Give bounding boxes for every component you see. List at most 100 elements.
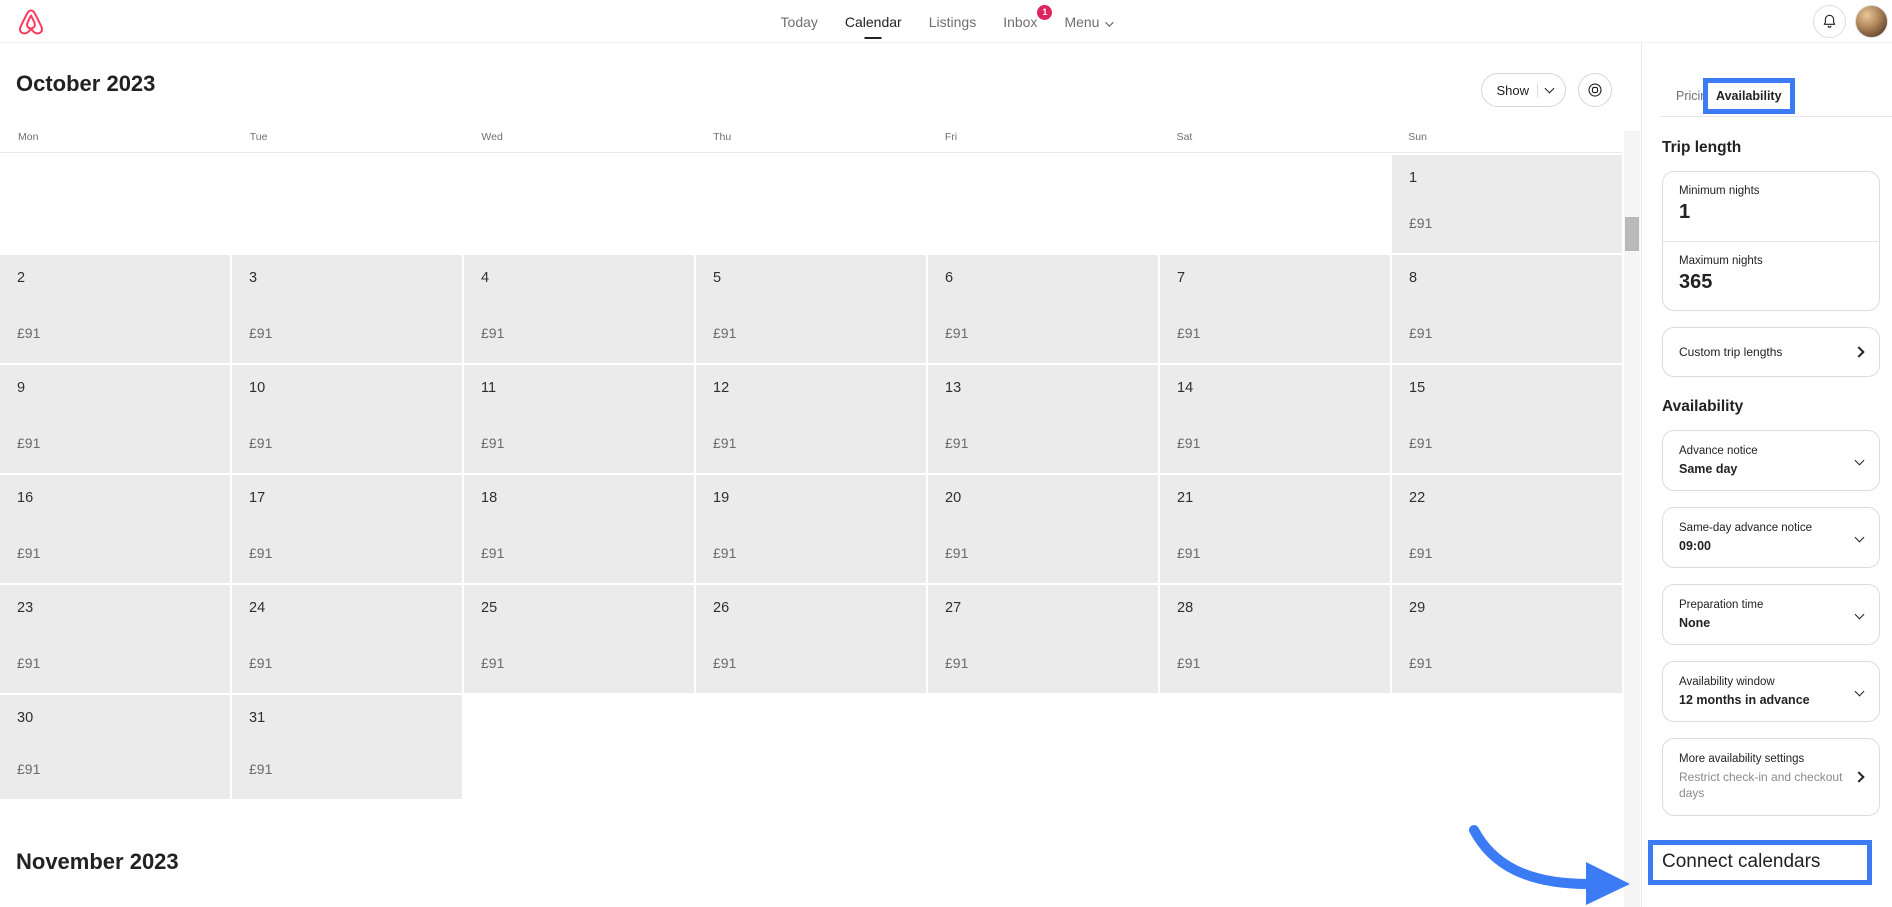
calendar-day-cell[interactable]: 17 £91 [232, 475, 462, 583]
weekday-label: Fri [944, 131, 958, 143]
calendar-settings-button[interactable] [1578, 73, 1612, 107]
calendar-empty-cell [928, 155, 1158, 253]
calendar-day-cell[interactable]: 8 £91 [1392, 255, 1622, 363]
advance-notice-dropdown[interactable]: Advance notice Same day [1662, 430, 1880, 491]
airbnb-logo-icon[interactable] [15, 6, 47, 38]
day-number: 4 [481, 270, 490, 286]
calendar-day-cell[interactable]: 6 £91 [928, 255, 1158, 363]
calendar-day-cell[interactable]: 31 £91 [232, 695, 462, 799]
chevron-down-icon [1105, 17, 1115, 27]
nav-menu[interactable]: Menu [1064, 14, 1115, 30]
sidebar-body: Trip length Minimum nights 1 Maximum nig… [1642, 139, 1892, 886]
nav-inbox[interactable]: Inbox 1 [1003, 4, 1053, 30]
tab-availability: Availability [1716, 89, 1782, 103]
chevron-right-icon [1853, 771, 1865, 783]
day-number: 24 [249, 600, 266, 616]
calendar-day-cell[interactable]: 18 £91 [464, 475, 694, 583]
day-number: 8 [1409, 270, 1418, 286]
weekday-label: Mon [18, 131, 39, 143]
day-price: £91 [17, 545, 41, 561]
minimum-nights-value: 1 [1679, 201, 1691, 223]
day-price: £91 [1409, 325, 1433, 341]
day-price: £91 [1409, 435, 1433, 451]
calendar-empty-cell [1160, 155, 1390, 253]
calendar-day-cell[interactable]: 3 £91 [232, 255, 462, 363]
next-month-title: November 2023 [16, 849, 179, 874]
show-filter-button[interactable]: Show [1481, 73, 1566, 107]
calendar-day-cell[interactable]: 5 £91 [696, 255, 926, 363]
calendar-day-cell[interactable]: 1 £91 [1392, 155, 1622, 253]
day-number: 29 [1409, 600, 1426, 616]
day-price: £91 [713, 655, 737, 671]
day-price: £91 [1177, 545, 1201, 561]
weekday-label: Tue [249, 131, 268, 143]
nav-listings[interactable]: Listings [928, 13, 977, 30]
calendar-day-cell[interactable]: 12 £91 [696, 365, 926, 473]
day-price: £91 [481, 435, 505, 451]
calendar-day-cell[interactable]: 14 £91 [1160, 365, 1390, 473]
calendar-day-cell[interactable]: 16 £91 [0, 475, 230, 583]
day-price: £91 [481, 325, 505, 341]
minimum-nights-field[interactable]: Minimum nights 1 [1663, 172, 1879, 241]
connect-calendars-button[interactable]: Connect calendars [1662, 851, 1821, 873]
calendar-empty-cell [0, 155, 230, 253]
calendar-day-cell[interactable]: 21 £91 [1160, 475, 1390, 583]
calendar-day-cell[interactable]: 25 £91 [464, 585, 694, 693]
weekday-label: Sun [1408, 131, 1427, 143]
availability-window-dropdown[interactable]: Availability window 12 months in advance [1662, 661, 1880, 722]
calendar-day-cell[interactable]: 22 £91 [1392, 475, 1622, 583]
main-scrollbar-track[interactable] [1624, 131, 1640, 907]
connect-calendars-highlight-box[interactable]: Connect calendars [1648, 840, 1872, 886]
day-number: 23 [17, 600, 34, 616]
weekday-label: Wed [481, 131, 503, 143]
preparation-time-dropdown[interactable]: Preparation time None [1662, 584, 1880, 645]
calendar-day-cell[interactable]: 28 £91 [1160, 585, 1390, 693]
trip-length-card: Minimum nights 1 Maximum nights 365 [1662, 171, 1880, 311]
day-price: £91 [945, 545, 969, 561]
settings-sidebar: Pricing Availability Trip length Minimum… [1641, 43, 1892, 907]
main-scrollbar-thumb[interactable] [1625, 217, 1639, 251]
calendar-week-row: 16 £91 17 £91 18 £91 19 £91 20 £91 21 £91 22 £91 [0, 475, 1622, 583]
day-price: £91 [249, 655, 273, 671]
day-price: £91 [1409, 545, 1433, 561]
calendar-day-cell[interactable]: 23 £91 [0, 585, 230, 693]
same-day-advance-notice-dropdown[interactable]: Same-day advance notice 09:00 [1662, 507, 1880, 568]
calendar-day-cell[interactable]: 15 £91 [1392, 365, 1622, 473]
maximum-nights-field[interactable]: Maximum nights 365 [1663, 241, 1879, 310]
notifications-button[interactable] [1813, 5, 1846, 38]
calendar-day-cell[interactable]: 19 £91 [696, 475, 926, 583]
calendar-day-cell[interactable]: 24 £91 [232, 585, 462, 693]
day-price: £91 [481, 545, 505, 561]
chevron-down-icon [1854, 686, 1865, 696]
day-number: 30 [17, 710, 34, 726]
calendar-day-cell[interactable]: 27 £91 [928, 585, 1158, 693]
day-price: £91 [17, 435, 41, 451]
calendar-day-cell[interactable]: 7 £91 [1160, 255, 1390, 363]
calendar-day-cell[interactable]: 13 £91 [928, 365, 1158, 473]
calendar-day-cell[interactable]: 20 £91 [928, 475, 1158, 583]
day-price: £91 [17, 655, 41, 671]
weekday-label: Thu [713, 131, 732, 143]
tabs-divider [1661, 116, 1892, 117]
calendar-day-cell[interactable]: 30 £91 [0, 695, 230, 799]
day-number: 21 [1177, 490, 1194, 506]
nav-today[interactable]: Today [780, 13, 818, 30]
day-number: 5 [713, 270, 722, 286]
calendar-day-cell[interactable]: 2 £91 [0, 255, 230, 363]
show-button-label: Show [1496, 82, 1529, 98]
more-availability-settings-button[interactable]: More availability settings Restrict chec… [1662, 738, 1880, 817]
day-number: 18 [481, 490, 498, 506]
calendar-day-cell[interactable]: 10 £91 [232, 365, 462, 473]
nav-calendar[interactable]: Calendar [844, 13, 902, 30]
custom-trip-lengths-button[interactable]: Custom trip lengths [1662, 327, 1880, 377]
day-number: 1 [1409, 170, 1418, 186]
calendar-day-cell[interactable]: 4 £91 [464, 255, 694, 363]
day-number: 14 [1177, 380, 1194, 396]
calendar-day-cell[interactable]: 11 £91 [464, 365, 694, 473]
calendar-empty-cell [696, 155, 926, 253]
calendar-day-cell[interactable]: 26 £91 [696, 585, 926, 693]
tab-availability-highlight-box[interactable]: Availability [1703, 78, 1795, 114]
user-avatar[interactable] [1855, 5, 1888, 38]
calendar-day-cell[interactable]: 9 £91 [0, 365, 230, 473]
calendar-day-cell[interactable]: 29 £91 [1392, 585, 1622, 693]
